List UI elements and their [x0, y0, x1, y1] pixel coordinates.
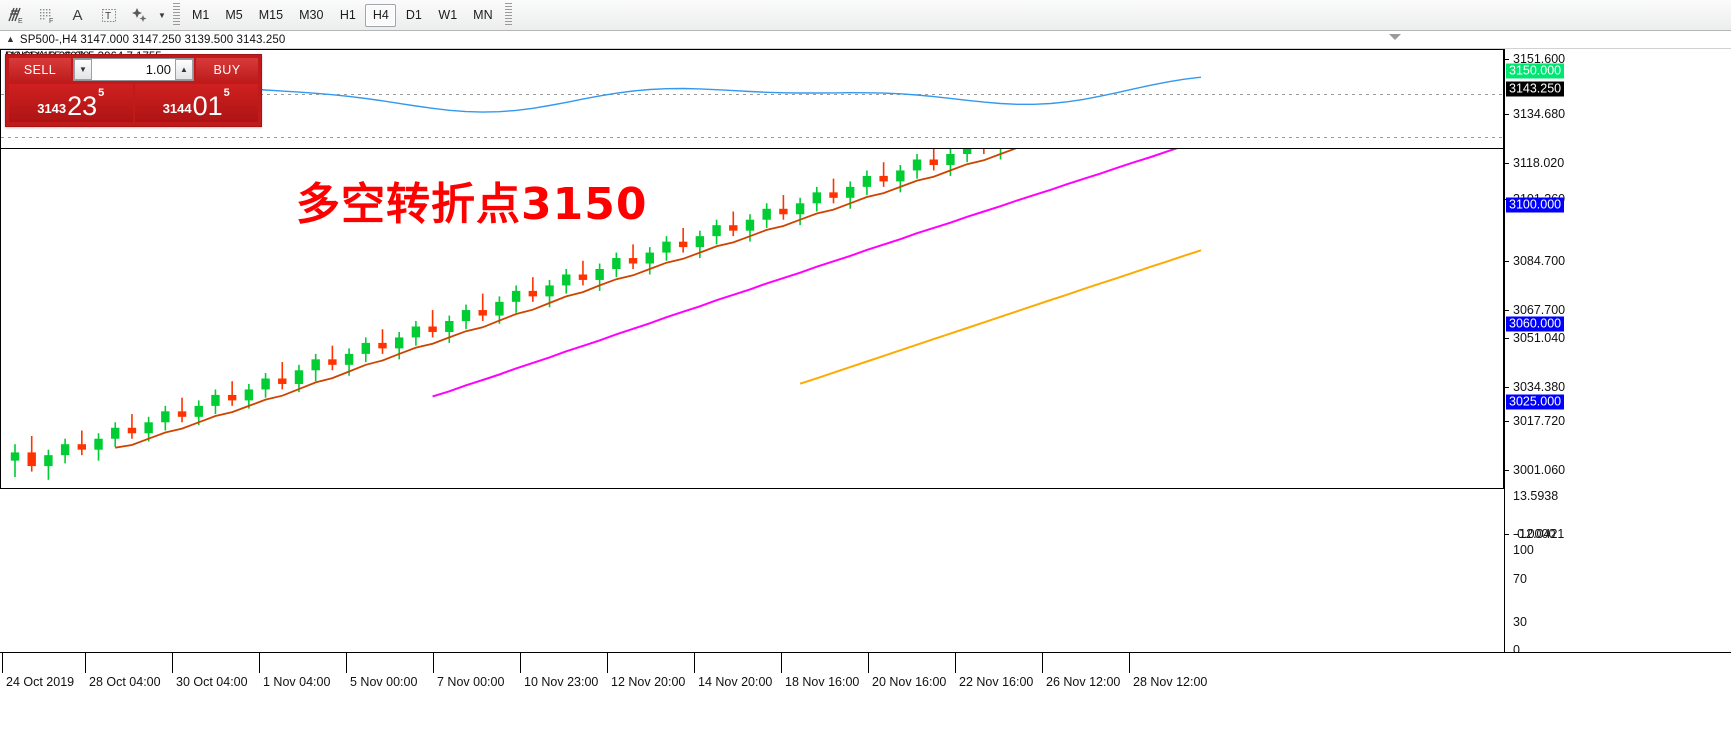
price-badge-3060[interactable]: 3060.000	[1506, 316, 1565, 332]
indicators-icon[interactable]: E	[0, 1, 31, 30]
svg-text:T: T	[105, 11, 111, 22]
price-tick-3001: 3001.060	[1513, 463, 1566, 477]
timeframe-m1[interactable]: M1	[192, 8, 210, 22]
periodicity-icon[interactable]: F	[31, 1, 62, 30]
time-label-3: 1 Nov 04:00	[263, 675, 331, 689]
time-label-13: 28 Nov 12:00	[1133, 675, 1208, 689]
price-axis[interactable]: 3151.600 3150.000 3143.250 3134.680 3118…	[1504, 49, 1731, 657]
timeframe-h1[interactable]: H1	[339, 8, 356, 22]
time-axis[interactable]: 24 Oct 2019 28 Oct 04:00 30 Oct 04:00 1 …	[0, 652, 1731, 750]
buy-price-quote[interactable]: 3144 01 5	[134, 84, 258, 122]
svg-text:F: F	[49, 18, 53, 25]
timeframe-d1[interactable]: D1	[405, 8, 422, 22]
buy-price-whole: 3144	[162, 101, 192, 116]
main-toolbar: E F A T	[0, 0, 1731, 31]
macd-tick-max: 13.5938	[1513, 489, 1559, 503]
price-badge-3025[interactable]: 3025.000	[1506, 394, 1565, 410]
price-tick-3118: 3118.020	[1513, 156, 1565, 170]
rsi-tick-70: 70	[1513, 572, 1527, 586]
chart-annotation-text[interactable]: 多空转折点3150	[296, 179, 648, 230]
time-label-11: 22 Nov 16:00	[959, 675, 1034, 689]
time-label-12: 26 Nov 12:00	[1046, 675, 1121, 689]
time-label-0: 24 Oct 2019	[6, 675, 75, 689]
sell-price-big: 23	[67, 91, 98, 121]
buy-button[interactable]: BUY	[196, 58, 258, 81]
time-label-2: 30 Oct 04:00	[176, 675, 248, 689]
timeframe-m5[interactable]: M5	[225, 8, 243, 22]
price-tick-3084: 3084.700	[1513, 254, 1566, 268]
toolbar-grip[interactable]	[173, 3, 180, 27]
time-label-7: 12 Nov 20:00	[611, 675, 686, 689]
objects-dropdown-caret-icon[interactable]: ▼	[158, 10, 166, 20]
svg-text:E: E	[18, 18, 23, 25]
time-label-4: 5 Nov 00:00	[350, 675, 418, 689]
pane-collapse-triangle-icon[interactable]	[1389, 34, 1401, 40]
text-icon[interactable]: A	[72, 6, 83, 24]
timeframe-m30[interactable]: M30	[299, 8, 324, 22]
price-tick-3034: 3034.380	[1513, 380, 1566, 394]
price-badge-3100[interactable]: 3100.000	[1506, 197, 1565, 213]
objects-icon[interactable]	[124, 1, 155, 30]
time-label-1: 28 Oct 04:00	[89, 675, 161, 689]
symbol-ohlc-text: SP500-,H4 3147.000 3147.250 3139.500 314…	[19, 33, 286, 46]
chart-area[interactable]: MACD(12,26,9) 5.3964 7.1755 RSI(14) 55.2…	[0, 49, 1731, 750]
volume-input[interactable]: 1.00	[145, 62, 171, 77]
toolbar-grip-2[interactable]	[504, 3, 512, 27]
timeframe-m15[interactable]: M15	[258, 8, 284, 22]
timeframe-h4[interactable]: H4	[365, 3, 397, 27]
one-click-trading-panel[interactable]: SELL ▼ 1.00 ▲ BUY 3143 23 5 3144 01 5	[5, 54, 262, 127]
sell-price-whole: 3143	[37, 101, 67, 116]
trade-panel-quotes-row: 3143 23 5 3144 01 5	[6, 84, 261, 125]
time-label-6: 10 Nov 23:00	[524, 675, 599, 689]
rsi-tick-30: 30	[1513, 615, 1527, 629]
sell-price-quote[interactable]: 3143 23 5	[9, 84, 133, 122]
sell-button[interactable]: SELL	[9, 58, 71, 81]
symbol-ohlc-bar: ▲ SP500-,H4 3147.000 3147.250 3139.500 3…	[0, 31, 1731, 49]
expand-triangle-icon[interactable]: ▲	[6, 34, 15, 44]
rsi-level-70	[1, 94, 1503, 95]
macd-tick-min: -12.0421	[1515, 527, 1565, 541]
time-label-10: 20 Nov 16:00	[872, 675, 947, 689]
timeframe-w1[interactable]: W1	[438, 8, 458, 22]
timeframe-mn[interactable]: MN	[473, 8, 493, 22]
price-tick-3134: 3134.680	[1513, 107, 1566, 121]
trade-panel-top-row: SELL ▼ 1.00 ▲ BUY	[6, 55, 261, 84]
price-badge-3150[interactable]: 3150.000	[1506, 63, 1565, 79]
buy-price-big: 01	[192, 91, 223, 121]
rsi-level-30	[1, 137, 1503, 138]
sell-price-sup: 5	[98, 87, 105, 99]
rsi-tick-0: 0	[1513, 643, 1520, 657]
rsi-tick-100: 100	[1513, 543, 1534, 557]
price-tick-3017: 3017.720	[1513, 414, 1566, 428]
price-badge-last: 3143.250	[1506, 81, 1565, 97]
price-tick-3051: 3051.040	[1513, 331, 1566, 345]
volume-stepper[interactable]: ▼ 1.00 ▲	[73, 58, 194, 81]
price-tick-3067: 3067.700	[1513, 303, 1566, 317]
time-label-5: 7 Nov 00:00	[437, 675, 505, 689]
volume-decrement-icon[interactable]: ▼	[74, 59, 92, 80]
time-label-8: 14 Nov 20:00	[698, 675, 773, 689]
time-label-9: 18 Nov 16:00	[785, 675, 860, 689]
volume-increment-icon[interactable]: ▲	[175, 59, 193, 80]
macd-tick-zero: -0.0000	[1513, 527, 1556, 541]
buy-price-sup: 5	[223, 87, 230, 99]
price-tick-3151: 3151.600	[1513, 52, 1566, 66]
text-label-icon[interactable]: T	[93, 1, 124, 30]
